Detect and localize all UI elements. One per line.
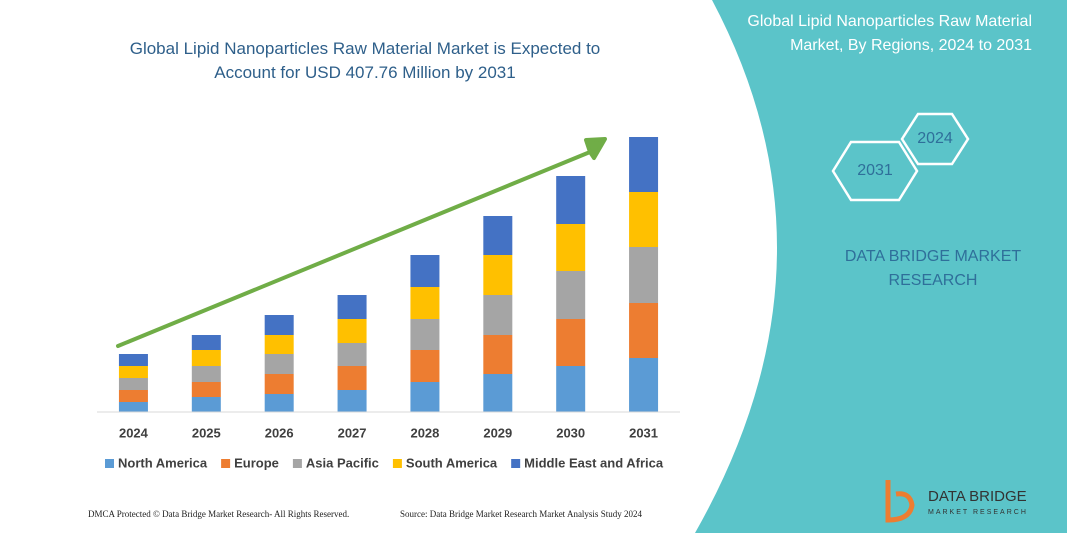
bar-segment [118,366,148,378]
trend-arrow [116,137,607,348]
bar-segment [556,176,586,224]
footer-right: Source: Data Bridge Market Research Mark… [400,509,642,519]
x-tick-label: 2026 [265,425,294,440]
bar-segment [191,366,221,382]
bar-segment [410,319,440,350]
bar-segment [556,224,586,271]
logo-mark [885,480,915,523]
legend-swatch [221,459,231,468]
legend-label: Middle East and Africa [524,455,664,470]
bar-segment [191,335,221,350]
legend-swatch [511,459,521,468]
bar-segment [191,382,221,397]
bar-segment [264,335,294,354]
bar-segment [264,374,294,394]
bar-segment [264,394,294,412]
bar-segment [629,303,659,358]
legend-swatch [392,459,402,468]
bar-segment [264,315,294,335]
x-tick-label: 2027 [338,425,367,440]
bar-segment [410,382,440,412]
bar-segment [118,402,148,412]
legend-label: North America [118,455,208,470]
bar-segment [337,295,367,319]
bar-segment [556,319,586,366]
bar-segment [483,255,513,295]
hexagons [831,112,970,202]
panel-title: Global Lipid Nanoparticles Raw Material M… [747,13,1032,54]
bar-segment [337,390,367,412]
x-tick-label: 2031 [629,425,658,440]
x-tick-label: 2025 [192,425,221,440]
bar-segment [629,358,659,412]
bar-segment [483,295,513,335]
bar-segment [191,350,221,366]
legend-label: South America [406,455,498,470]
bar-segment [483,374,513,412]
legend-swatch [292,459,302,468]
bar-segment [629,192,659,247]
bar-segment [191,397,221,412]
bar-segment [556,366,586,412]
bar-segment [629,247,659,303]
bar-segment [410,350,440,382]
x-tick-label: 2030 [556,425,585,440]
logo-name: DATA BRIDGE [928,488,1027,505]
bar-segment [118,378,148,390]
footer-left: DMCA Protected © Data Bridge Market Rese… [88,509,349,519]
bar-segment [337,366,367,390]
bar-segment [337,343,367,366]
bar-segment [556,271,586,319]
x-tick-label: 2028 [410,425,439,440]
legend-label: Asia Pacific [306,455,379,470]
logo-tagline: MARKET RESEARCH [928,509,1028,516]
bar-segment [118,390,148,402]
side-panel [695,0,1067,533]
bar-segment [410,287,440,319]
brand-text: DATA BRIDGE MARKET RESEARCH [845,248,1022,289]
x-tick-label: 2024 [119,425,149,440]
bar-segment [118,354,148,366]
legend-swatch [105,459,114,468]
hex-label: 2031 [857,162,893,179]
bar-segment [337,319,367,343]
legend-label: Europe [234,455,279,470]
bar-segment [629,137,659,192]
hex-label: 2024 [917,130,953,147]
bar-segment [410,255,440,287]
chart-title: Global Lipid Nanoparticles Raw Material … [130,39,601,82]
x-tick-label: 2029 [483,425,512,440]
bar-segment [483,216,513,255]
bar-segment [264,354,294,374]
bar-segment [483,335,513,374]
